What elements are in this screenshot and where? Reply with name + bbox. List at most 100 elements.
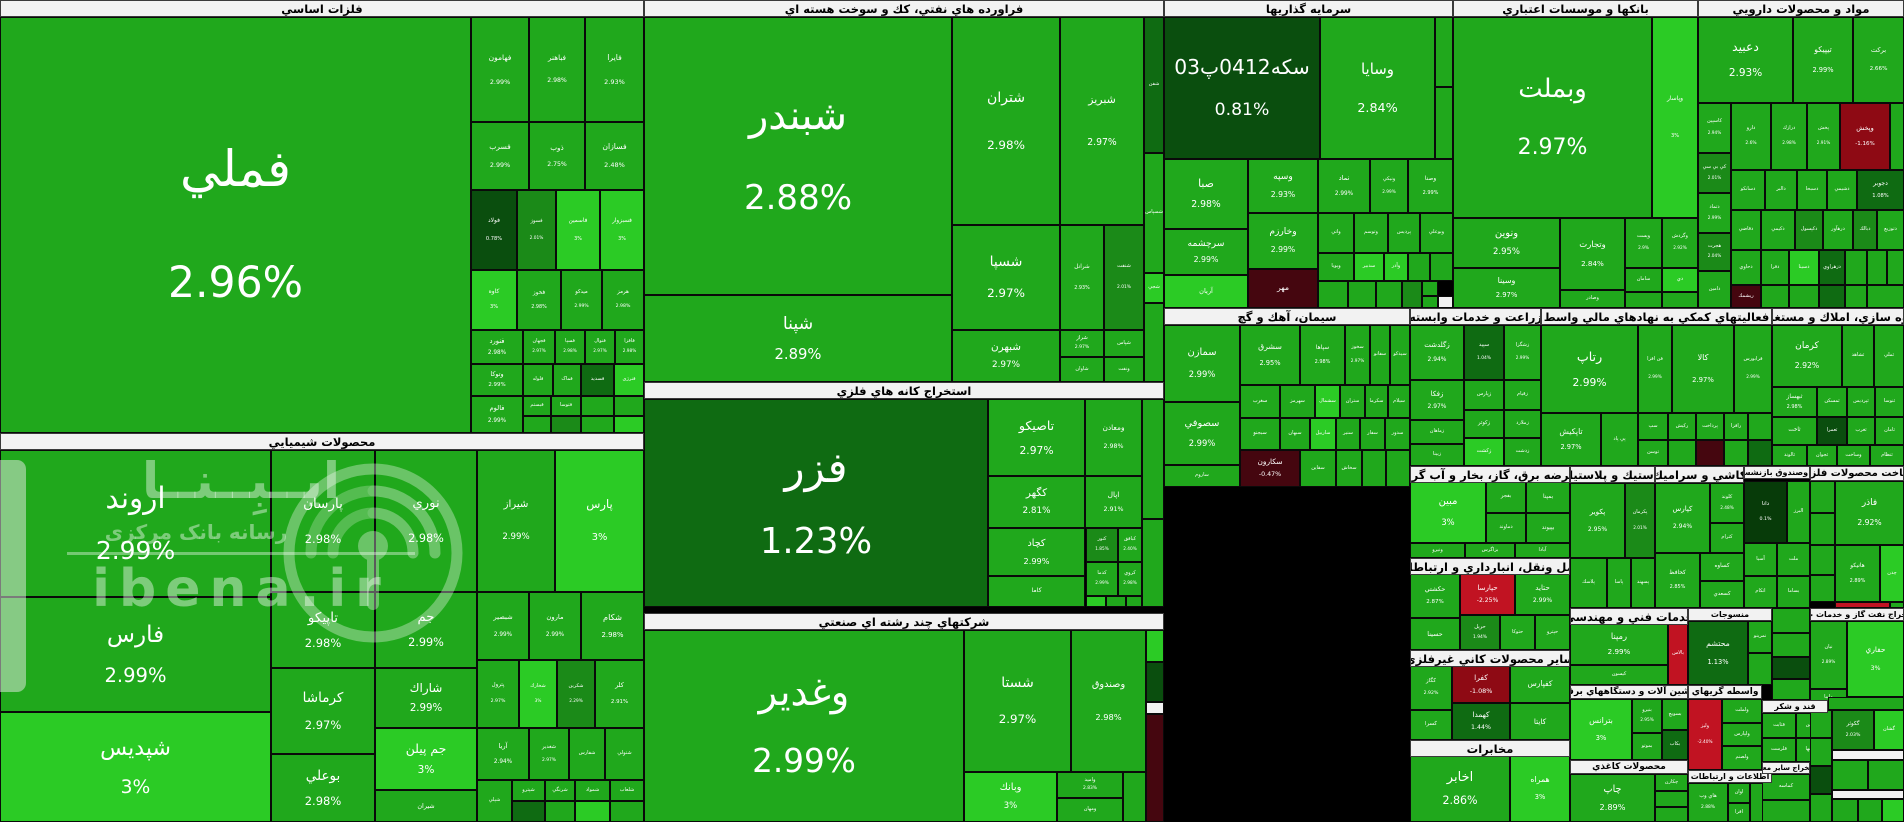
treemap-tile[interactable]: رکیش	[1668, 413, 1696, 440]
treemap-tile[interactable]: سامان	[1625, 268, 1662, 292]
treemap-tile[interactable]: گشان	[1874, 710, 1904, 750]
treemap-tile[interactable]	[1655, 791, 1688, 807]
treemap-tile[interactable]: محتشم 1.13%	[1688, 621, 1748, 685]
treemap-tile[interactable]: کاما	[988, 576, 1085, 607]
treemap-tile[interactable]: دکیمي	[1761, 210, 1795, 250]
treemap-tile[interactable]	[523, 416, 551, 433]
treemap-tile[interactable]: کسرا	[1410, 710, 1452, 740]
treemap-tile[interactable]: ثملي	[1874, 325, 1904, 387]
treemap-tile[interactable]: حسینا	[1410, 618, 1460, 650]
treemap-tile[interactable]: دماوند	[1486, 513, 1526, 543]
treemap-tile[interactable]: وسپه 2.93%	[1248, 159, 1318, 213]
treemap-tile[interactable]	[1748, 440, 1772, 466]
treemap-tile[interactable]: ولملت	[1722, 699, 1762, 723]
treemap-tile[interactable]	[1435, 87, 1453, 159]
treemap-tile[interactable]: ثغرب	[1847, 417, 1875, 445]
treemap-tile[interactable]	[1146, 630, 1164, 662]
treemap-tile[interactable]: مهر	[1248, 269, 1318, 308]
treemap-tile[interactable]: دارو 2.6%	[1731, 103, 1771, 170]
treemap-tile[interactable]: فملي 2.96%	[0, 17, 471, 433]
treemap-tile[interactable]: سغرب	[1240, 385, 1280, 418]
treemap-tile[interactable]: شبندر 2.88%	[644, 17, 952, 295]
treemap-tile[interactable]: حپارسا -2.25%	[1460, 573, 1515, 615]
treemap-tile[interactable]: وتجارت 2.84%	[1560, 218, 1625, 290]
treemap-tile[interactable]: فاذر 2.92%	[1835, 481, 1904, 545]
treemap-tile[interactable]: کروي 2.98%	[1118, 562, 1142, 596]
treemap-tile[interactable]: وصنا 2.99%	[1408, 159, 1453, 213]
treemap-tile[interactable]: سشمال	[1315, 385, 1340, 418]
treemap-tile[interactable]: قلرست	[1762, 738, 1796, 762]
treemap-tile[interactable]: وبانك 3%	[964, 772, 1057, 822]
treemap-tile[interactable]: وپاسار 3%	[1652, 17, 1698, 218]
treemap-tile[interactable]: پترول 2.97%	[477, 660, 519, 728]
treemap-tile[interactable]	[1772, 633, 1810, 657]
treemap-tile[interactable]	[512, 801, 545, 822]
treemap-tile[interactable]	[1402, 281, 1422, 308]
treemap-tile[interactable]: هانیکو 2.89%	[1835, 545, 1880, 602]
treemap-tile[interactable]	[1858, 799, 1882, 822]
treemap-tile[interactable]	[1810, 545, 1835, 575]
treemap-tile[interactable]: افرا	[1728, 803, 1750, 822]
treemap-tile[interactable]	[575, 801, 610, 822]
treemap-tile[interactable]: کبافق 2.40%	[1118, 528, 1142, 562]
treemap-tile[interactable]: بنیرو 2.95%	[1632, 699, 1662, 733]
treemap-tile[interactable]: دقاضي	[1731, 210, 1761, 250]
treemap-tile[interactable]: آریان	[1164, 275, 1248, 308]
treemap-tile[interactable]	[1106, 596, 1126, 607]
treemap-tile[interactable]	[581, 416, 614, 433]
treemap-tile[interactable]: کدما 2.99%	[1086, 562, 1118, 596]
treemap-tile[interactable]	[1625, 292, 1662, 308]
treemap-tile[interactable]: بفجر	[1486, 481, 1526, 513]
treemap-tile[interactable]: پارس 3%	[555, 450, 644, 592]
treemap-tile[interactable]: سخاش	[1336, 450, 1362, 487]
treemap-tile[interactable]: فنورد 2.98%	[471, 330, 523, 364]
treemap-tile[interactable]: تاصیکو 2.97%	[988, 399, 1085, 476]
treemap-tile[interactable]: شرنگي	[545, 780, 575, 801]
treemap-tile[interactable]: بالاس	[1668, 623, 1688, 685]
treemap-tile[interactable]	[1748, 653, 1772, 685]
treemap-tile[interactable]: کي بي سي 2.01%	[1698, 153, 1731, 193]
treemap-tile[interactable]: پارسان 2.98%	[271, 450, 375, 592]
treemap-tile[interactable]: دفرا	[1761, 250, 1789, 285]
treemap-tile[interactable]: ولیز -2.40%	[1688, 699, 1722, 770]
treemap-tile[interactable]: شپترو	[512, 780, 545, 801]
treemap-tile[interactable]	[1348, 281, 1376, 308]
treemap-tile[interactable]: زپارس	[1464, 380, 1504, 410]
treemap-tile[interactable]: فاسمین 3%	[556, 190, 600, 270]
treemap-tile[interactable]: شجي	[1144, 273, 1164, 303]
treemap-tile[interactable]: شخارك 3%	[519, 660, 557, 728]
treemap-tile[interactable]: جم 2.99%	[375, 592, 477, 668]
treemap-tile[interactable]: وسینا 2.97%	[1453, 268, 1560, 308]
treemap-tile[interactable]: سمازن 2.99%	[1164, 325, 1240, 402]
treemap-tile[interactable]: ذوب 2.75%	[529, 122, 585, 190]
treemap-tile[interactable]: ثعمرا	[1817, 417, 1847, 445]
treemap-tile[interactable]	[1772, 657, 1810, 679]
treemap-tile[interactable]	[1810, 766, 1832, 794]
treemap-tile[interactable]: حریل 1.94%	[1460, 615, 1500, 650]
treemap-tile[interactable]: مارون 2.99%	[529, 592, 581, 660]
treemap-tile[interactable]: وبملت 2.97%	[1453, 17, 1652, 218]
treemap-tile[interactable]: فافزا 2.98%	[615, 330, 644, 364]
treemap-tile[interactable]: ساروم	[1164, 465, 1240, 487]
treemap-tile[interactable]: پکویر 2.95%	[1570, 483, 1625, 558]
treemap-tile[interactable]: جم پیلن 3%	[375, 728, 477, 790]
treemap-tile[interactable]: شبصیر 2.99%	[477, 592, 529, 660]
treemap-tile[interactable]: سپید 1.04%	[1464, 325, 1504, 380]
treemap-tile[interactable]	[1748, 413, 1772, 440]
treemap-tile[interactable]: شرانل 2.93%	[1060, 225, 1104, 330]
treemap-tile[interactable]: شیران	[375, 790, 477, 822]
treemap-tile[interactable]: بزاگرس	[1465, 543, 1515, 558]
treemap-tile[interactable]	[1422, 296, 1438, 308]
treemap-tile[interactable]: کفرا -1.08%	[1452, 665, 1510, 703]
treemap-tile[interactable]: دشیمي	[1827, 170, 1857, 210]
treemap-tile[interactable]: ثپردیس	[1847, 387, 1875, 417]
treemap-tile[interactable]	[1146, 662, 1164, 702]
treemap-tile[interactable]: وامید 2.83%	[1057, 772, 1123, 798]
treemap-tile[interactable]: بمپنا	[1526, 481, 1570, 513]
treemap-tile[interactable]: چکارن	[1655, 774, 1688, 791]
treemap-tile[interactable]: اپال 2.91%	[1085, 476, 1142, 528]
treemap-tile[interactable]: بترانس 3%	[1570, 699, 1632, 760]
treemap-tile[interactable]	[1086, 596, 1106, 607]
treemap-tile[interactable]: زشگزا 2.99%	[1504, 325, 1541, 380]
treemap-tile[interactable]	[1882, 799, 1904, 822]
